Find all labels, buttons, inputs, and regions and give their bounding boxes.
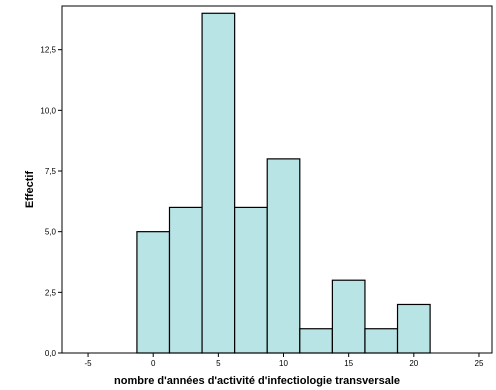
y-tick-label: 5,0 — [45, 228, 57, 237]
histogram-bar — [396, 303, 431, 354]
histogram-bar — [299, 328, 333, 354]
y-tick-label: 10,0 — [40, 106, 56, 115]
x-axis: -5 0 5 10 15 20 25 — [84, 353, 484, 368]
y-tick-label: 7,5 — [45, 167, 57, 176]
y-tick-label: 2,5 — [45, 288, 57, 297]
histogram-bar — [364, 328, 399, 354]
histogram-bar — [234, 206, 268, 354]
histogram-bar — [168, 206, 203, 354]
x-axis-title: nombre d'années d'activité d'infectiolog… — [114, 375, 400, 387]
x-tick-label: 20 — [409, 359, 418, 368]
histogram-bar — [201, 12, 236, 354]
y-axis: 0,0 2,5 5,0 7,5 10,0 12,5 — [40, 46, 62, 358]
y-tick-label: 0,0 — [45, 349, 57, 358]
x-tick-label: 10 — [279, 359, 288, 368]
x-tick-label: 15 — [344, 359, 353, 368]
histogram-bar — [331, 279, 366, 354]
y-axis-title: Effectif — [24, 171, 36, 209]
x-tick-label: 25 — [475, 359, 484, 368]
x-tick-label: 0 — [151, 359, 156, 368]
histogram-bar — [266, 158, 301, 354]
y-tick-label: 12,5 — [40, 46, 56, 55]
bars-group — [136, 12, 431, 354]
x-tick-label: -5 — [84, 359, 92, 368]
histogram-bar — [136, 231, 171, 354]
x-tick-label: 5 — [216, 359, 221, 368]
